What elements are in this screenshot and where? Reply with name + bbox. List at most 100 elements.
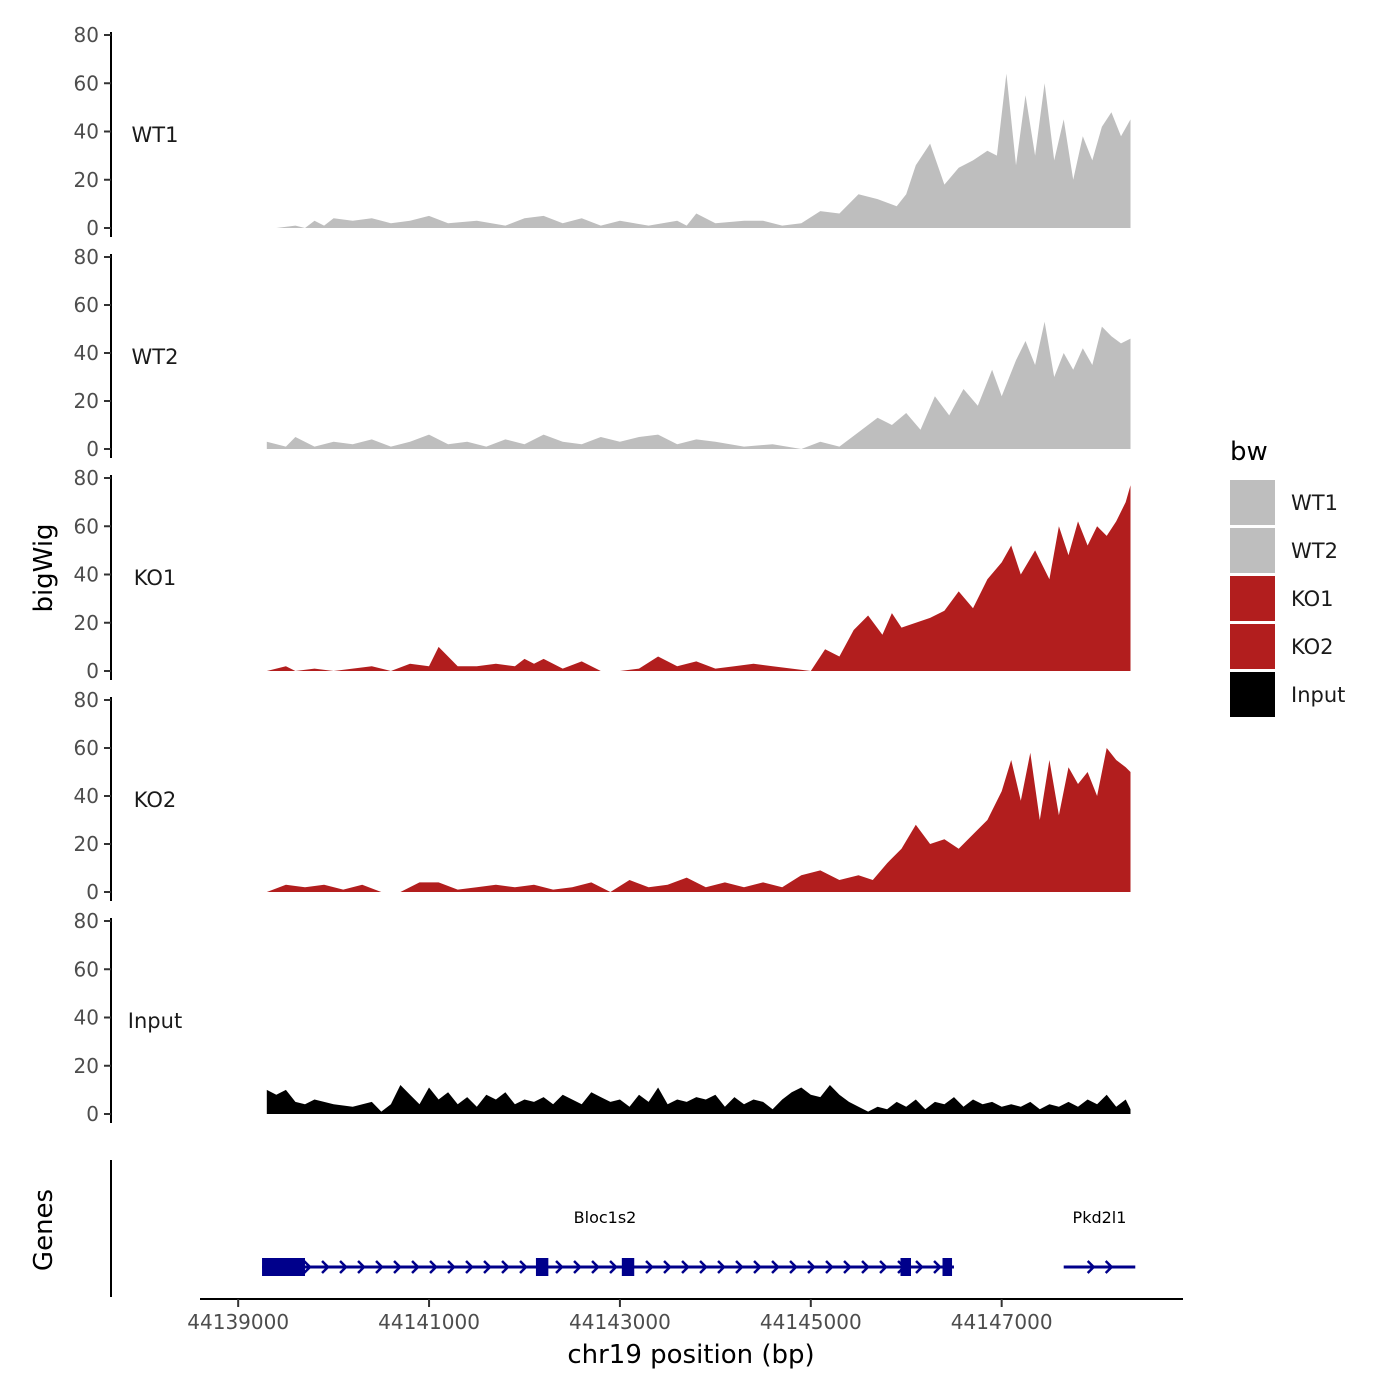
exon (942, 1258, 953, 1276)
area-ko1 (266, 485, 1131, 671)
y-tick-label: 20 (74, 389, 99, 413)
y-tick-label: 20 (74, 168, 99, 192)
exon (900, 1258, 912, 1276)
strand-arrow (393, 1260, 402, 1274)
strand-arrow (447, 1260, 456, 1274)
x-axis-ticks: 44139000 44141000 44143000 44145000 44147000 (187, 1299, 1053, 1334)
legend-swatch (1230, 672, 1275, 717)
track-label-wt1: WT1 (132, 123, 179, 147)
strand-arrow (645, 1260, 654, 1274)
strand-arrow (591, 1260, 600, 1274)
y-tick-label: 60 (74, 957, 99, 981)
strand-arrow (411, 1260, 420, 1274)
legend-item-wt2: WT2 (1230, 528, 1338, 573)
strand-arrow (501, 1260, 510, 1274)
track-input: 0 20 40 60 80 Input (74, 909, 1131, 1126)
strand-arrow (663, 1260, 672, 1274)
strand-arrow (825, 1260, 834, 1274)
y-tick-label: 40 (74, 1006, 99, 1030)
track-label-ko2: KO2 (134, 788, 177, 812)
genes-panel: Bloc1s2 Pkd2l1 (110, 1160, 1136, 1297)
x-tick-label: 44141000 (378, 1310, 480, 1334)
y-tick-label: 20 (74, 1054, 99, 1078)
strand-arrow (339, 1260, 348, 1274)
gene-bloc1s2: Bloc1s2 (262, 1208, 954, 1276)
strand-arrow (933, 1260, 942, 1274)
area-input (266, 1085, 1131, 1114)
gene-label: Pkd2l1 (1073, 1208, 1127, 1227)
y-tick-label: 0 (86, 880, 99, 904)
strand-arrow (753, 1260, 762, 1274)
strand-arrow (681, 1260, 690, 1274)
y-tick-label: 0 (86, 1102, 99, 1126)
track-ko2: 0 20 40 60 80 KO2 (74, 688, 1131, 904)
y-tick-label: 80 (74, 23, 99, 47)
x-axis-title: chr19 position (bp) (567, 1340, 814, 1370)
strand-arrow (807, 1260, 816, 1274)
strand-arrow (429, 1260, 438, 1274)
strand-arrow (573, 1260, 582, 1274)
track-wt2: 0 20 40 60 80 WT2 (74, 245, 1131, 461)
legend-item-ko1: KO1 (1230, 576, 1334, 621)
y-tick-label: 40 (74, 563, 99, 587)
strand-arrow (519, 1260, 528, 1274)
legend-item-ko2: KO2 (1230, 624, 1334, 669)
legend-swatch (1230, 624, 1275, 669)
strand-arrow (861, 1260, 870, 1274)
legend-label: WT2 (1291, 539, 1338, 563)
exon (262, 1258, 305, 1276)
strand-arrow (609, 1260, 618, 1274)
strand-arrow (321, 1260, 330, 1274)
track-wt1: 0 20 40 60 80 WT1 (74, 23, 1131, 240)
strand-arrow (483, 1260, 492, 1274)
track-ko1: 0 20 40 60 80 KO1 (74, 466, 1131, 683)
y-axis-title: bigWig (29, 523, 59, 612)
legend-title: bw (1230, 437, 1268, 467)
legend: bw WT1 WT2 KO1 KO2 Input (1230, 437, 1345, 717)
y-tick-label: 80 (74, 909, 99, 933)
y-tick-label: 60 (74, 71, 99, 95)
strand-arrow (303, 1260, 312, 1274)
strand-arrow (771, 1260, 780, 1274)
x-tick-label: 44143000 (569, 1310, 671, 1334)
strand-arrow (843, 1260, 852, 1274)
legend-label: KO2 (1291, 635, 1334, 659)
y-tick-label: 40 (74, 784, 99, 808)
legend-item-input: Input (1230, 672, 1345, 717)
y-tick-label: 20 (74, 611, 99, 635)
y-tick-label: 0 (86, 216, 99, 240)
gene-pkd2l1: Pkd2l1 (1063, 1208, 1136, 1274)
y-tick-label: 80 (74, 245, 99, 269)
strand-arrow (555, 1260, 564, 1274)
strand-arrow (789, 1260, 798, 1274)
track-label-wt2: WT2 (132, 345, 179, 369)
legend-swatch (1230, 576, 1275, 621)
legend-item-wt1: WT1 (1230, 480, 1338, 525)
legend-swatch (1230, 480, 1275, 525)
tracks-group: 0 20 40 60 80 WT1 0 20 40 60 80 WT2 0 20 40 60 80 KO1 0 20 4… (74, 23, 1131, 1126)
legend-label: Input (1291, 683, 1345, 707)
y-tick-label: 0 (86, 659, 99, 683)
gene-label: Bloc1s2 (574, 1208, 637, 1227)
legend-label: WT1 (1291, 491, 1338, 515)
y-tick-label: 80 (74, 466, 99, 490)
strand-arrow (915, 1260, 924, 1274)
strand-arrow (357, 1260, 366, 1274)
x-tick-label: 44147000 (951, 1310, 1053, 1334)
area-wt2 (266, 321, 1131, 449)
y-tick-label: 40 (74, 341, 99, 365)
x-tick-label: 44139000 (187, 1310, 289, 1334)
legend-label: KO1 (1291, 587, 1334, 611)
exon (535, 1258, 549, 1276)
strand-arrow (699, 1260, 708, 1274)
area-ko2 (266, 748, 1131, 892)
track-label-input: Input (128, 1009, 182, 1033)
y-tick-label: 20 (74, 832, 99, 856)
y-tick-label: 60 (74, 293, 99, 317)
genes-axis-title: Genes (29, 1189, 59, 1271)
strand-arrow (1104, 1260, 1114, 1274)
y-tick-label: 40 (74, 120, 99, 144)
y-tick-label: 0 (86, 437, 99, 461)
y-tick-label: 60 (74, 514, 99, 538)
